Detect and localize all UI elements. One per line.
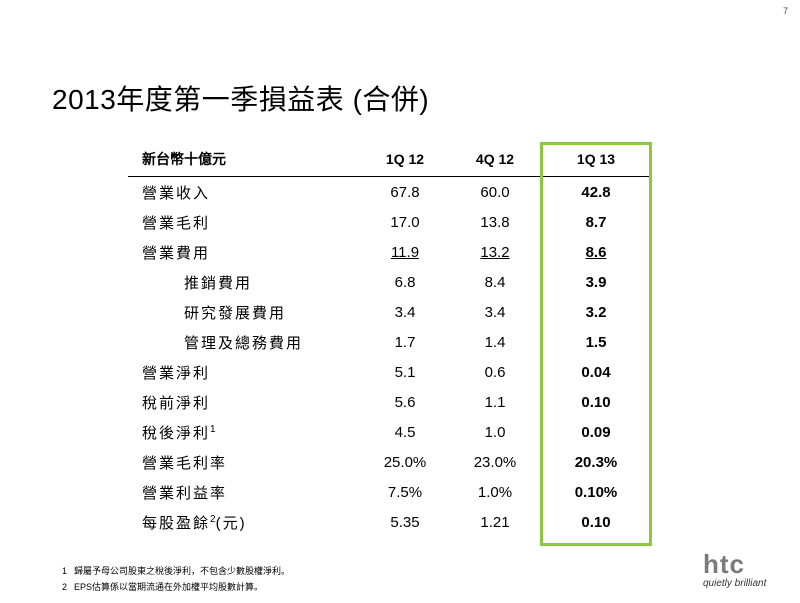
income-statement-table: 新台幣十億元 1Q 12 4Q 12 1Q 13 營業收入 67.8 60.0 … [128,142,652,537]
cell-1q12: 4.5 [394,423,416,441]
page-title: 2013年度第一季損益表 (合併) [52,84,430,115]
row-label: 營業收入 [142,184,211,202]
footnotes: 1 歸屬予母公司股東之稅後淨利，不包含少數股權淨利。 2 EPS估算係以當期流通在外… [62,563,290,595]
cell-1q13: 0.10% [574,483,618,501]
header-col-1q12: 1Q 12 [385,151,425,167]
cell-1q12: 11.9 [390,243,420,261]
cell-1q13: 8.6 [585,243,607,261]
cell-1q12: 5.1 [394,363,416,381]
table-row: 每股盈餘2(元) 5.35 1.21 0.10 [128,507,652,537]
table-row: 營業毛利率 25.0% 23.0% 20.3% [128,447,652,477]
logo-wordmark: htc [703,549,745,579]
table-row: 營業收入 67.8 60.0 42.8 [128,177,652,207]
cell-1q13: 0.10 [581,393,611,411]
row-label: 研究發展費用 [184,304,287,322]
row-label: 營業費用 [142,244,211,262]
footnote-marker: 1 [210,423,216,435]
row-label: 推銷費用 [184,274,253,292]
table-row: 推銷費用 6.8 8.4 3.9 [128,267,652,297]
cell-1q13: 8.7 [585,213,607,231]
row-label: 管理及總務費用 [184,334,304,352]
header-col-4q12: 4Q 12 [475,151,515,167]
row-label: 每股盈餘2(元) [128,512,348,533]
cell-1q12: 25.0% [383,453,427,471]
cell-1q12: 6.8 [394,273,416,291]
cell-4q12: 0.6 [484,363,506,381]
cell-1q12: 7.5% [387,483,423,501]
cell-1q13: 3.2 [585,303,607,321]
cell-1q13: 20.3% [574,453,618,471]
row-label: 營業淨利 [142,364,211,382]
cell-1q13: 1.5 [585,333,607,351]
cell-1q12: 5.35 [390,513,420,531]
row-label-text: 稅後淨利 [142,424,211,442]
footnote-number: 1 [62,566,68,576]
footnote-marker: 2 [210,513,216,525]
cell-1q12: 3.4 [394,303,416,321]
cell-4q12: 1.0% [477,483,513,501]
table-row: 營業利益率 7.5% 1.0% 0.10% [128,477,652,507]
table-row: 研究發展費用 3.4 3.4 3.2 [128,297,652,327]
row-label-suffix: (元) [215,514,247,532]
footnote-2: 2 EPS估算係以當期流通在外加權平均股數計算。 [62,579,290,595]
row-label: 營業利益率 [142,484,228,502]
row-label: 稅後淨利1 [128,422,348,443]
cell-4q12: 1.1 [484,393,506,411]
cell-4q12: 13.2 [480,243,510,261]
row-label: 營業毛利率 [142,454,228,472]
footnote-number: 2 [62,582,68,592]
cell-1q12: 17.0 [390,213,420,231]
table-row: 稅後淨利1 4.5 1.0 0.09 [128,417,652,447]
logo-tagline: quietly brilliant [703,578,767,589]
row-label: 稅前淨利 [142,394,211,412]
cell-1q12: 1.7 [394,333,416,351]
footnote-text: 歸屬予母公司股東之稅後淨利，不包含少數股權淨利。 [74,566,291,576]
cell-1q13: 42.8 [581,183,611,201]
cell-1q13: 0.10 [581,513,611,531]
row-label: 營業毛利 [142,214,211,232]
table-row: 營業毛利 17.0 13.8 8.7 [128,207,652,237]
row-label-text: 每股盈餘 [142,514,211,532]
header-col-1q13: 1Q 13 [576,151,616,167]
table-header-row: 新台幣十億元 1Q 12 4Q 12 1Q 13 [128,142,652,177]
cell-1q13: 0.09 [581,423,611,441]
table-row: 營業淨利 5.1 0.6 0.04 [128,357,652,387]
cell-1q12: 67.8 [390,183,420,201]
cell-4q12: 13.8 [480,213,510,231]
cell-4q12: 1.21 [480,513,510,531]
table-row: 稅前淨利 5.6 1.1 0.10 [128,387,652,417]
footnote-text: EPS估算係以當期流通在外加權平均股數計算。 [74,582,264,592]
cell-4q12: 1.0 [484,423,506,441]
page-number: 7 [782,6,788,16]
cell-4q12: 8.4 [484,273,506,291]
cell-4q12: 23.0% [473,453,517,471]
htc-logo: htc quietly brilliant [703,549,783,589]
footnote-1: 1 歸屬予母公司股東之稅後淨利，不包含少數股權淨利。 [62,563,290,579]
table-row: 管理及總務費用 1.7 1.4 1.5 [128,327,652,357]
cell-4q12: 3.4 [484,303,506,321]
table-row: 營業費用 11.9 13.2 8.6 [128,237,652,267]
cell-1q12: 5.6 [394,393,416,411]
header-unit-label: 新台幣十億元 [142,151,226,167]
cell-4q12: 60.0 [480,183,510,201]
cell-1q13: 0.04 [581,363,611,381]
cell-1q13: 3.9 [585,273,607,291]
cell-4q12: 1.4 [484,333,506,351]
